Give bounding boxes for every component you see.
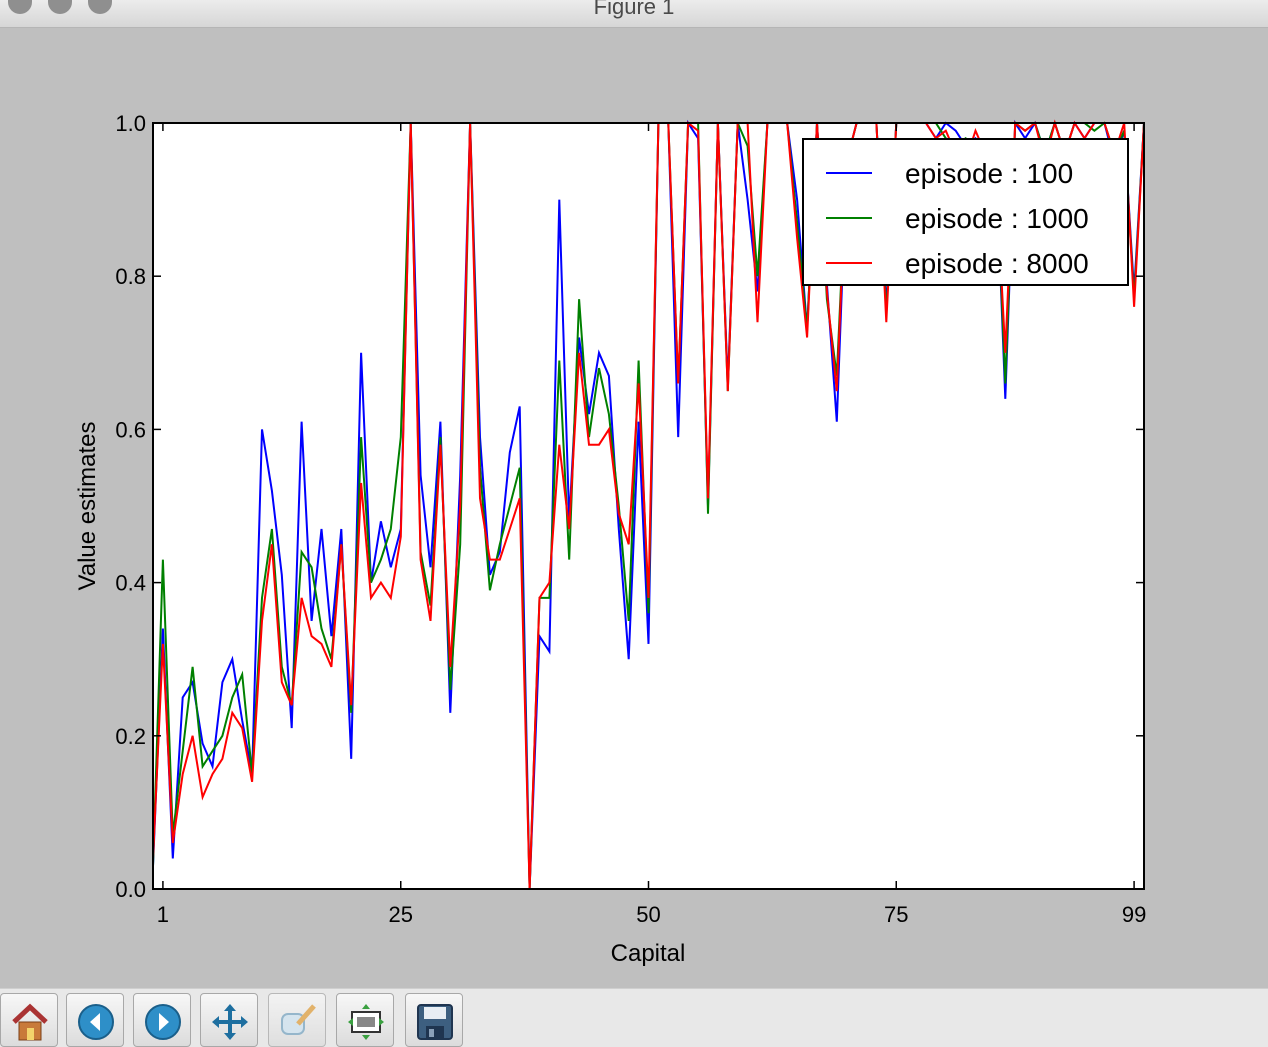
x-axis-label: Capital [611,940,686,967]
pan-arrows-icon [212,1004,248,1040]
legend: episode : 100 episode : 1000 episode : 800… [802,138,1129,286]
back-arrow-icon [78,1004,114,1040]
y-tick-label: 0.6 [115,417,146,442]
home-button[interactable] [0,993,58,1047]
home-icon [12,1003,48,1041]
close-window-button[interactable] [8,0,32,14]
pan-button[interactable] [200,993,258,1047]
x-tick-label: 25 [389,902,413,927]
legend-label-3: episode : 8000 [905,248,1089,279]
floppy-disk-icon [417,1004,453,1040]
line-chart: 1 25 50 75 99 0.0 0.2 0.4 0.6 0.8 1.0 Capital Valu… [74,111,1146,967]
subplots-config-icon [348,1004,384,1040]
figure-canvas[interactable]: 1 25 50 75 99 0.0 0.2 0.4 0.6 0.8 1.0 Capital Valu… [0,28,1268,988]
zoom-rect-icon [281,1004,316,1035]
legend-box [802,138,1129,286]
zoom-window-button[interactable] [88,0,112,14]
y-tick-label: 0.8 [115,264,146,289]
y-tick-label: 0.0 [115,877,146,902]
x-tick-label: 50 [636,902,660,927]
forward-button[interactable] [133,993,191,1047]
window-titlebar: Figure 1 [0,0,1268,28]
minimize-window-button[interactable] [48,0,72,14]
zoom-button[interactable] [268,993,326,1047]
y-axis-label: Value estimates [74,422,101,591]
legend-label-2: episode : 1000 [905,203,1089,234]
x-tick-label: 75 [884,902,908,927]
back-button[interactable] [66,993,124,1047]
legend-label-1: episode : 100 [905,158,1073,189]
x-tick-label: 1 [157,902,169,927]
y-tick-label: 1.0 [115,111,146,136]
y-tick-label: 0.4 [115,571,146,596]
forward-arrow-icon [145,1004,181,1040]
y-tick-label: 0.2 [115,724,146,749]
x-tick-label: 99 [1122,902,1146,927]
window-title: Figure 1 [593,0,675,19]
subplots-button[interactable] [336,993,394,1047]
navigation-toolbar [0,988,1268,1047]
save-button[interactable] [405,993,463,1047]
